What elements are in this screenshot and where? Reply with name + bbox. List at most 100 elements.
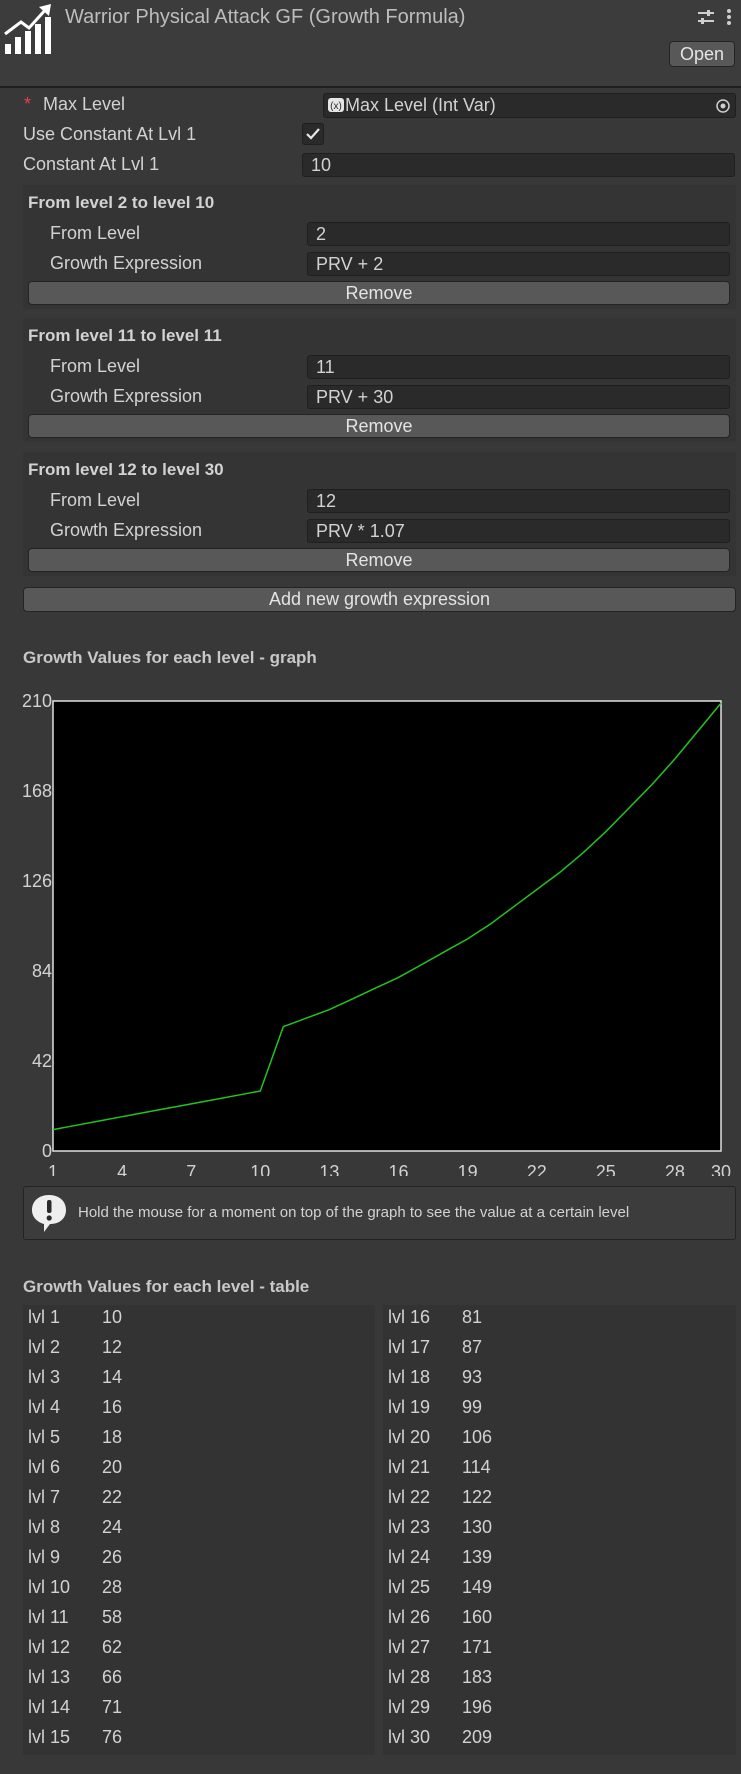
level-value: 139 [462, 1547, 493, 1567]
object-picker-icon[interactable] [715, 97, 731, 113]
remove-button[interactable]: Remove [28, 548, 730, 572]
sliders-icon[interactable] [697, 8, 715, 26]
table-row: lvl 13 66 [23, 1665, 375, 1695]
level-label: lvl 23 [388, 1517, 431, 1537]
from-level-input[interactable]: 11 [307, 355, 730, 379]
growth-expression-input[interactable]: PRV + 2 [307, 252, 730, 276]
section-title: From level 12 to level 30 [28, 460, 224, 479]
table-row: lvl 17 87 [383, 1335, 736, 1365]
table-row: lvl 6 20 [23, 1455, 375, 1485]
table-row: lvl 8 24 [23, 1515, 375, 1545]
level-value: 209 [462, 1727, 493, 1747]
level-value: 10 [102, 1307, 123, 1327]
help-box: Hold the mouse for a moment on top of th… [23, 1186, 736, 1240]
inspector-header: Warrior Physical Attack GF (Growth Formu… [0, 0, 741, 88]
y-tick-label: 0 [42, 1141, 52, 1161]
use-constant-label: Use Constant At Lvl 1 [23, 124, 197, 144]
level-label: lvl 10 [28, 1577, 71, 1597]
level-value: 99 [462, 1397, 483, 1417]
level-label: lvl 1 [28, 1307, 61, 1327]
table-row: lvl 25 149 [383, 1575, 736, 1605]
growth-series-line [52, 702, 722, 1131]
level-label: lvl 29 [388, 1697, 431, 1717]
level-label: lvl 27 [388, 1637, 431, 1657]
from-level-input[interactable]: 12 [307, 489, 730, 513]
x-tick-label: 22 [527, 1162, 547, 1176]
table-row: lvl 18 93 [383, 1365, 736, 1395]
remove-button[interactable]: Remove [28, 414, 730, 438]
level-value: 71 [102, 1697, 123, 1717]
level-value: 20 [102, 1457, 123, 1477]
level-label: lvl 7 [28, 1487, 61, 1507]
growth-expression-label: Growth Expression [50, 520, 203, 540]
section-title: From level 2 to level 10 [28, 193, 215, 212]
table-row: lvl 23 130 [383, 1515, 736, 1545]
table-row: lvl 1 10 [23, 1305, 375, 1335]
level-label: lvl 21 [388, 1457, 431, 1477]
remove-button[interactable]: Remove [28, 281, 730, 305]
level-value: 171 [462, 1637, 493, 1657]
table-row: lvl 26 160 [383, 1605, 736, 1635]
x-tick-label: 13 [319, 1162, 339, 1176]
open-button[interactable]: Open [669, 41, 735, 67]
level-value: 122 [462, 1487, 493, 1507]
level-label: lvl 30 [388, 1727, 431, 1747]
level-value: 58 [102, 1607, 123, 1627]
x-tick-label: 4 [117, 1162, 127, 1176]
chart-growth-icon [3, 4, 53, 56]
level-value: 22 [102, 1487, 123, 1507]
table-row: lvl 15 76 [23, 1725, 375, 1755]
level-value: 183 [462, 1667, 493, 1687]
table-row: lvl 9 26 [23, 1545, 375, 1575]
x-tick-label: 25 [596, 1162, 616, 1176]
constant-input[interactable]: 10 [302, 153, 735, 177]
section-title: From level 11 to level 11 [28, 326, 222, 345]
from-level-label: From Level [50, 223, 141, 243]
level-label: lvl 13 [28, 1667, 71, 1687]
level-value: 28 [102, 1577, 123, 1597]
table-row: lvl 30 209 [383, 1725, 736, 1755]
level-label: lvl 8 [28, 1517, 61, 1537]
growth-expression-input[interactable]: PRV * 1.07 [307, 519, 730, 543]
growth-expression-label: Growth Expression [50, 386, 203, 406]
growth-expression-label: Growth Expression [50, 253, 203, 273]
level-value: 18 [102, 1427, 123, 1447]
x-tick-label: 28 [665, 1162, 685, 1176]
kebab-menu-icon[interactable] [724, 8, 734, 26]
table-heading: Growth Values for each level - table [23, 1277, 310, 1296]
table-row: lvl 24 139 [383, 1545, 736, 1575]
level-value: 12 [102, 1337, 123, 1357]
table-row: lvl 2 12 [23, 1335, 375, 1365]
asset-title: Warrior Physical Attack GF (Growth Formu… [65, 6, 466, 28]
max-level-object-field[interactable]: (x) Max Level (Int Var) [323, 93, 736, 118]
level-label: lvl 28 [388, 1667, 431, 1687]
level-value: 149 [462, 1577, 493, 1597]
growth-line-chart[interactable]: 0 42 84 126 168 210 1 4 7 10 13 16 19 22 25 28 30 [0, 686, 741, 1176]
table-row: lvl 22 122 [383, 1485, 736, 1515]
level-label: lvl 20 [388, 1427, 431, 1447]
level-label: lvl 4 [28, 1397, 61, 1417]
y-tick-label: 84 [32, 961, 52, 981]
table-row: lvl 19 99 [383, 1395, 736, 1425]
level-value: 81 [462, 1307, 483, 1327]
table-row: lvl 4 16 [23, 1395, 375, 1425]
plot-area [52, 700, 722, 1152]
level-label: lvl 14 [28, 1697, 71, 1717]
constant-label: Constant At Lvl 1 [23, 154, 160, 174]
level-label: lvl 17 [388, 1337, 431, 1357]
growth-expression-input[interactable]: PRV + 30 [307, 385, 730, 409]
max-level-value: Max Level (Int Var) [345, 95, 496, 115]
level-value: 14 [102, 1367, 123, 1387]
level-label: lvl 5 [28, 1427, 61, 1447]
use-constant-checkbox[interactable] [302, 123, 324, 145]
add-growth-expression-button[interactable]: Add new growth expression [23, 587, 736, 612]
checkmark-icon [306, 128, 320, 140]
level-label: lvl 11 [28, 1607, 69, 1627]
from-level-input[interactable]: 2 [307, 222, 730, 246]
x-tick-label: 19 [458, 1162, 478, 1176]
table-row: lvl 28 183 [383, 1665, 736, 1695]
table-row: lvl 29 196 [383, 1695, 736, 1725]
table-row: lvl 14 71 [23, 1695, 375, 1725]
y-tick-label: 42 [32, 1051, 52, 1071]
level-label: lvl 9 [28, 1547, 61, 1567]
